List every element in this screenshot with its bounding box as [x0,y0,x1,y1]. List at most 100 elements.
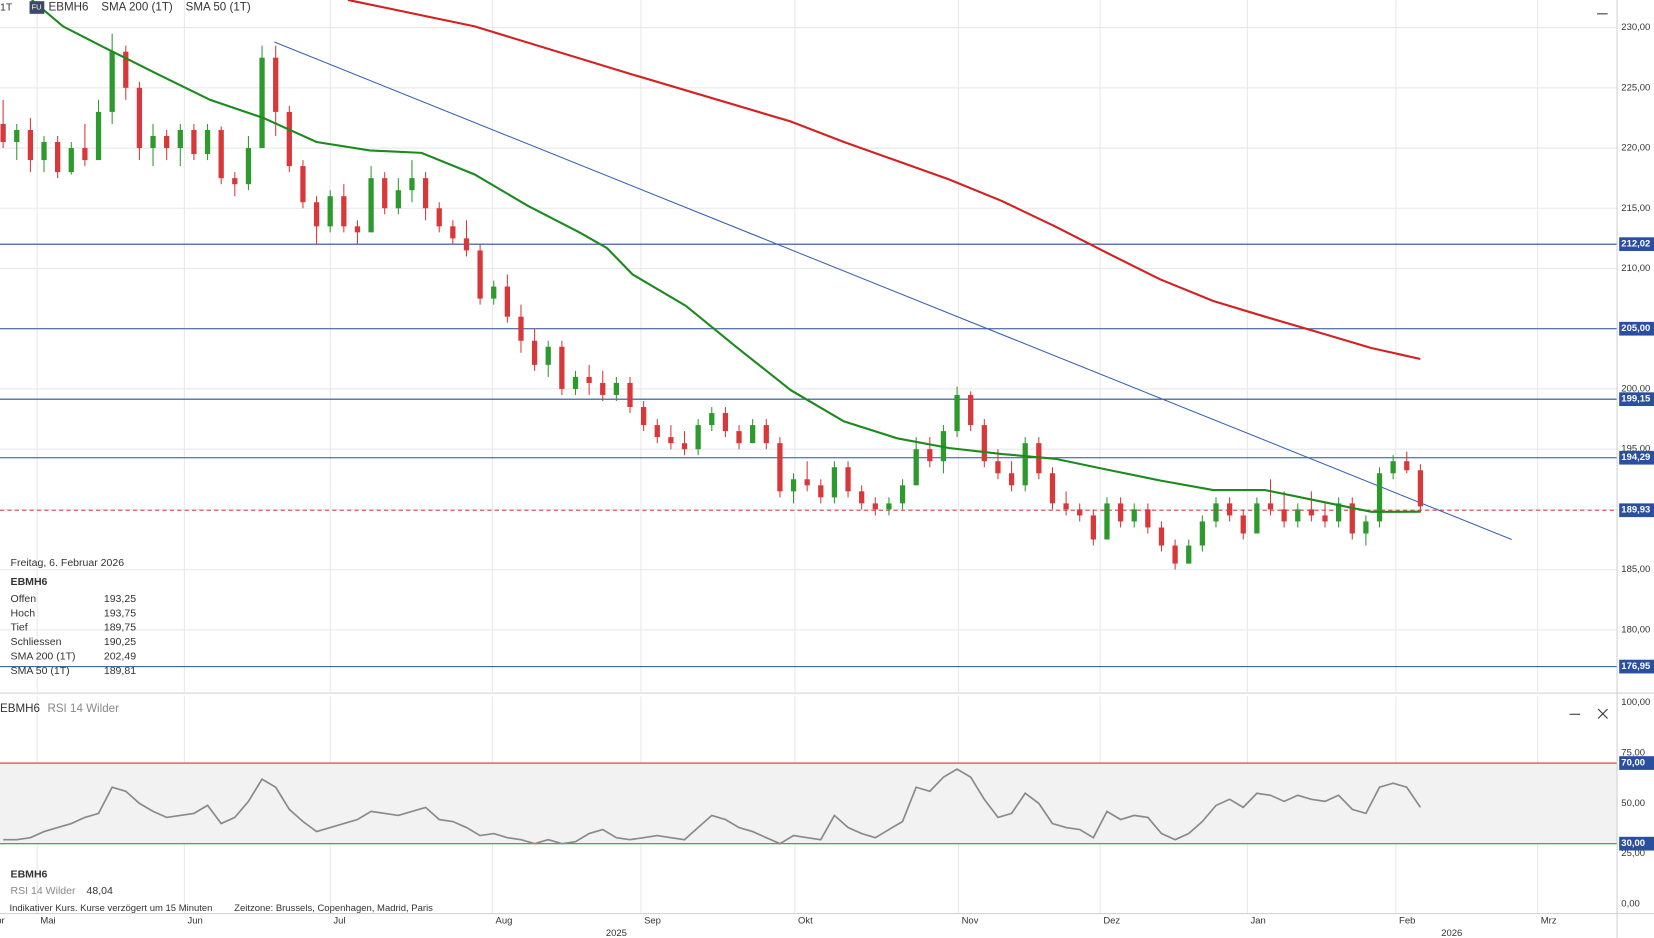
candle-body [586,376,592,383]
candle-body [1404,461,1410,471]
candle-body [1199,521,1205,546]
level-box [1619,392,1654,407]
level-label: 205,00 [1621,323,1650,334]
candle-body [286,111,292,167]
candle-body [681,443,688,450]
candle-body [1049,473,1056,504]
info-value: 190,25 [104,636,136,648]
candle-body [150,135,156,149]
candle-body [164,135,170,149]
info-sma-label: SMA 200 (1T) [11,650,76,662]
candle-body [1281,509,1287,522]
candle-body [450,226,456,239]
footer-note: Indikativer Kurs. Kurse verzögert um 15 … [9,903,212,914]
x-tick-label: Nov [962,916,979,927]
info-box: Offen 193,25 Hoch 193,75 Tief 189,75 Schliesse… [11,593,137,677]
candle-body [600,382,606,395]
candle-body [545,346,551,365]
candle-body [1008,473,1015,486]
rsi-info-symbol: EBMH6 [11,868,48,880]
legend-entry[interactable]: SMA 200 (1T) [101,1,173,14]
candle-body [1322,515,1328,522]
info-label: Offen [11,593,37,605]
candle-body [1145,509,1151,528]
rsi-close[interactable] [1597,708,1608,719]
x-tick-label: Dez [1103,916,1120,927]
footer-timezone: Zeitzone: Brussels, Copenhagen, Madrid, … [234,903,433,914]
x-tick-label: Jan [1250,916,1265,927]
candle-body [218,129,224,179]
candle-body [1240,515,1246,534]
candle-body [27,129,34,161]
candle-body [1336,503,1342,522]
y-tick-label: 230,00 [1621,22,1650,33]
candle-body [559,346,565,389]
candle-body [300,166,306,203]
candle-body [14,129,20,143]
candle-body [368,178,374,233]
x-tick-label: Aug [496,916,513,927]
candle-body [1104,503,1110,540]
candle-body [95,111,102,161]
rsi-tick-label: 25,00 [1621,848,1645,859]
candle-body [668,437,674,444]
candle-body [177,129,183,149]
info-label: Schliessen [11,636,62,648]
candle-body [245,148,252,185]
rsi-level-label: 70,00 [1621,758,1645,769]
rsi-band [0,763,1618,844]
interval: 1T [0,1,13,13]
symbol: EBMH6 [49,1,89,14]
candle-body [204,129,211,155]
candle-body [1417,470,1424,507]
info-date: Freitag, 6. Februar 2026 [11,557,125,569]
candle-body [395,190,401,209]
candle-body [191,129,197,155]
rsi-tick-label: 0,00 [1621,899,1639,910]
candle-body [981,425,987,462]
candle-body [872,503,878,510]
candle-body [422,178,429,209]
y-tick-label: 215,00 [1621,203,1650,214]
candle-body [1063,503,1069,510]
info-sma-value: 189,81 [104,665,136,677]
candle-body [259,57,265,149]
badge [29,1,45,14]
candle-body [640,407,647,426]
y-tick-label: 195,00 [1621,444,1650,455]
candle-body [736,431,742,444]
candle-body [613,382,620,395]
info-sma-value: 202,49 [104,650,136,662]
candle-body [1376,473,1383,522]
candle-body [463,238,470,251]
candle-body [68,148,74,173]
candle-body [327,196,333,227]
candle-body [491,286,497,299]
x-tick-label: Sep [644,916,661,927]
candle-body [859,491,865,504]
candle-body [818,485,824,498]
candle-body [927,449,933,462]
candle-body [232,178,238,185]
x-tick-label: Jun [188,916,203,927]
rsi-info-value: 48,04 [86,885,112,897]
trend-line [274,41,1512,541]
candle-body [777,443,783,492]
rsi-tick-label: 100,00 [1621,697,1650,708]
candle-body [804,479,810,486]
legend-entry[interactable]: SMA 50 (1T) [186,1,251,14]
candle-body [968,394,974,426]
x-tick-label: Apr [0,916,5,927]
candle-body [531,340,538,365]
candle-body [722,413,729,432]
candle-body [1363,521,1369,534]
candle-body [354,226,361,233]
sma-line [347,0,1421,361]
badge-text: FU [32,2,42,11]
rsi-info-name: RSI 14 Wilder [11,885,76,897]
candle-body [436,208,442,227]
level-box [1619,237,1654,252]
